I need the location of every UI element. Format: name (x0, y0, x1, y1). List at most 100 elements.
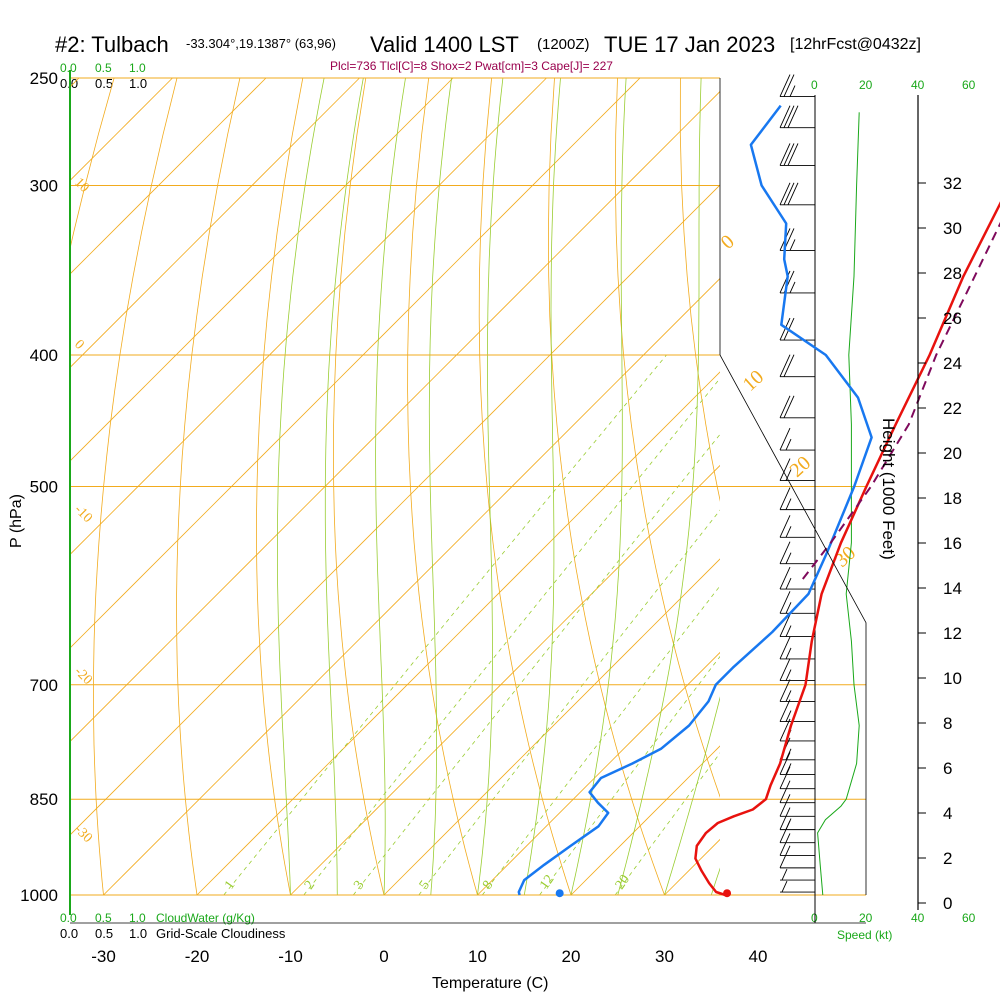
barb-half-flag (785, 748, 792, 760)
height-tick-label: 26 (943, 309, 962, 328)
cloudwater-tick-top: 0.0 (60, 61, 77, 75)
barb-half-flag (781, 880, 788, 893)
speed-tick-top: 40 (911, 78, 925, 92)
x-tick-label: 20 (562, 947, 581, 966)
mixing-ratio-line (223, 354, 667, 895)
bottom-cloud-scales: 0.0 0.5 1.0 CloudWater (g/Kg) 0.0 0.5 1.… (60, 911, 286, 941)
wind-barb (779, 74, 815, 98)
moist-adiabat-line (664, 696, 720, 895)
isotherm-line (477, 651, 720, 895)
barb-flag (787, 105, 799, 128)
barb-half-flag (785, 526, 792, 538)
height-tick-label: 30 (943, 219, 962, 238)
plot-area (70, 78, 1000, 895)
sounding-parameters: Plcl=736 Tlcl[C]=8 Shox=2 Pwat[cm]=3 Cap… (330, 59, 613, 73)
wind-barb (779, 515, 815, 538)
cloudwater-tick-top: 0.5 (95, 61, 112, 75)
wind-barb (779, 718, 815, 742)
dry-adiabat-label: 20 (786, 452, 816, 482)
isotherm-line (383, 558, 720, 895)
height-tick-label: 18 (943, 489, 962, 508)
speed-scale: 0 20 40 60 0 20 40 60 Speed (kt) (811, 78, 976, 942)
height-tick-label: 2 (943, 849, 952, 868)
wind-barb (779, 614, 815, 638)
x-tick-label: -30 (91, 947, 116, 966)
wind-barb (779, 766, 815, 790)
barb-half-flag (785, 602, 792, 614)
speed-tick-bottom: 20 (859, 911, 873, 925)
cloudiness-tick-top: 0.5 (95, 76, 113, 91)
isotherm-label: 0 (71, 337, 87, 353)
cloudiness-tick-bottom: 0.0 (60, 926, 78, 941)
chart-header: #2: Tulbach -33.304°,19.1387° (63,96) Va… (55, 32, 921, 57)
dry-adiabat-line (478, 78, 572, 895)
barb-flag (779, 143, 791, 166)
pressure-tick-label: 1000 (20, 886, 58, 905)
isotherm-line (70, 78, 454, 462)
barb-half-flag (785, 438, 792, 451)
wind-barb (779, 780, 815, 804)
series-line-dewpoint (517, 104, 873, 896)
isotherm-line (852, 78, 1000, 895)
isotherm-line (70, 78, 360, 369)
wind-speed-line (817, 112, 860, 896)
series-line-parcel (802, 221, 1000, 580)
height-tick-label: 14 (943, 579, 962, 598)
station-name: #2: Tulbach (55, 32, 169, 57)
mixing-ratio-line (352, 433, 720, 895)
barb-flag (779, 566, 791, 590)
wind-barb (779, 752, 815, 775)
height-tick-label: 24 (943, 354, 962, 373)
barb-half-flag (785, 469, 792, 481)
wind-barb (779, 820, 815, 844)
cloudiness-tick-bottom: 1.0 (129, 926, 147, 941)
x-tick-label: -20 (185, 947, 210, 966)
barb-flag (779, 636, 791, 660)
barb-flag (783, 182, 795, 205)
wind-barb (779, 541, 815, 565)
pressure-tick-label: 500 (30, 478, 58, 497)
isotherm-line (70, 78, 267, 275)
height-tick-label: 8 (943, 714, 952, 733)
cloudiness-tick-bottom: 0.5 (95, 926, 113, 941)
height-axis-title: Height (1000 Feet) (879, 418, 898, 560)
barb-flag (779, 395, 791, 419)
cloudiness-label: Grid-Scale Cloudiness (156, 926, 286, 941)
wind-barb (779, 354, 815, 378)
barb-flag (787, 182, 799, 205)
barb-flag (779, 794, 791, 817)
barb-flag (779, 317, 791, 341)
wind-profile (779, 74, 860, 923)
moist-adiabat-line (570, 78, 627, 895)
isotherm-label: -10 (71, 502, 95, 526)
x-tick-label: 10 (468, 947, 487, 966)
wind-barb (779, 794, 815, 817)
speed-tick-top: 20 (859, 78, 873, 92)
forecast-label: [12hrFcst@0432z] (790, 36, 921, 53)
height-tick-label: 12 (943, 624, 962, 643)
barb-half-flag (789, 239, 796, 251)
pressure-tick-label: 700 (30, 676, 58, 695)
dry-adiabat-line (256, 78, 304, 895)
wind-barb (779, 487, 815, 511)
top-cloud-scales: 0.0 0.5 1.0 0.0 0.5 1.0 (60, 61, 147, 91)
barb-half-flag (785, 818, 792, 830)
barb-flag (783, 105, 795, 128)
moist-adiabat-line (276, 78, 325, 895)
cloudwater-tick-bottom: 0.5 (95, 911, 112, 925)
dry-adiabat-line (92, 78, 178, 895)
dry-adiabat-line (679, 78, 720, 502)
barb-flag (779, 845, 791, 869)
barb-half-flag (785, 625, 792, 637)
height-tick-label: 16 (943, 534, 962, 553)
wind-barb (779, 699, 815, 722)
speed-tick-bottom: 60 (962, 911, 976, 925)
barb-flag (779, 807, 791, 830)
barb-flag (779, 833, 791, 856)
barb-half-flag (785, 647, 792, 660)
valid-date: TUE 17 Jan 2023 (604, 32, 775, 57)
plot-frame-slant (719, 354, 867, 895)
wind-barb (779, 427, 815, 451)
barb-flag (779, 780, 791, 803)
